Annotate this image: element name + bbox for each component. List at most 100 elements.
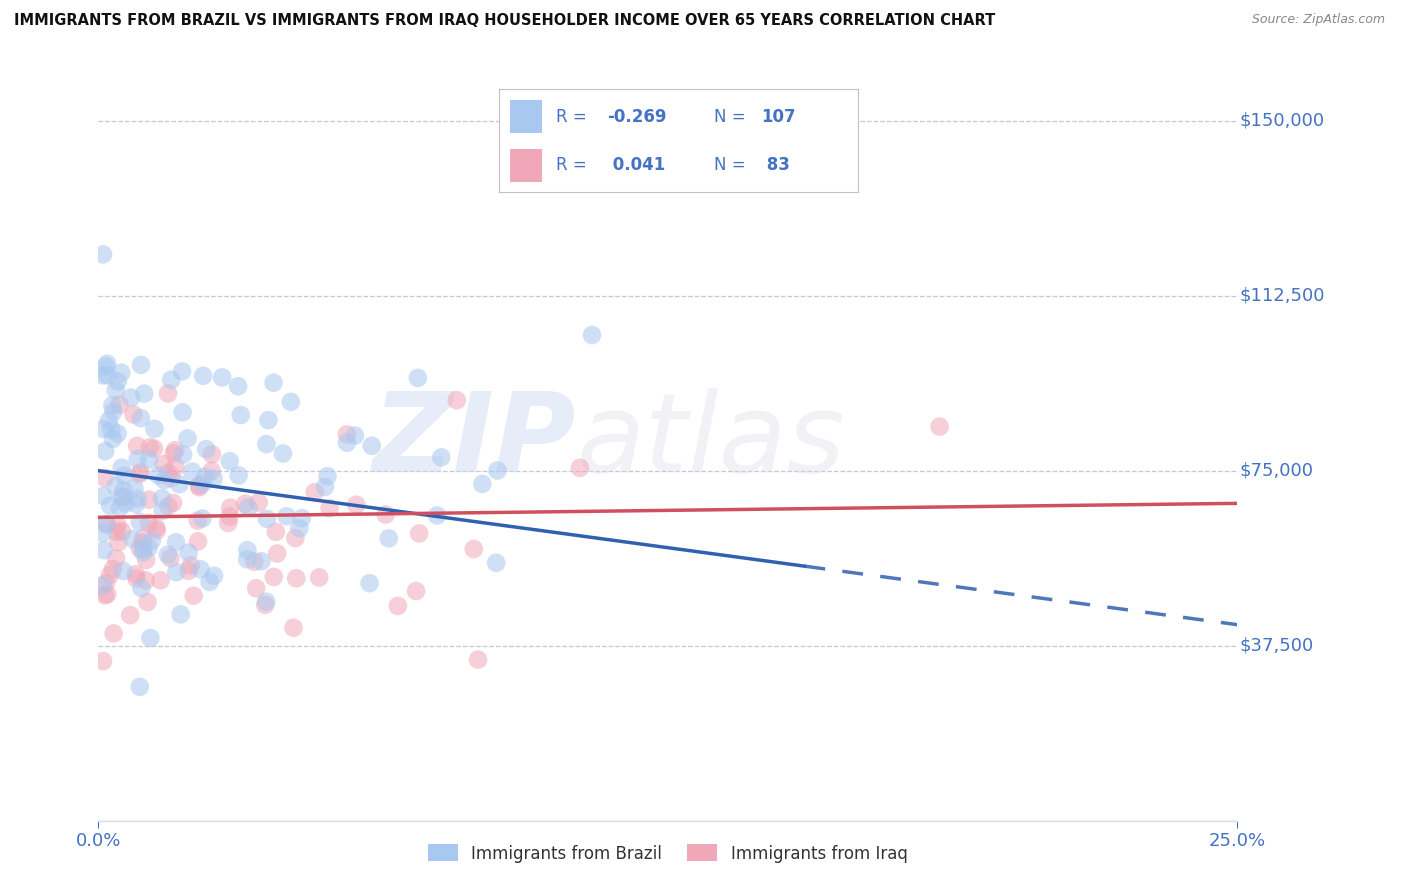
Point [217, 516, 239, 530]
Point [129, 466, 152, 480]
Point [344, 498, 367, 512]
Point [128, 515, 150, 529]
Point [149, 574, 172, 588]
Point [257, 413, 280, 427]
Point [430, 450, 453, 465]
Point [139, 631, 162, 645]
Point [360, 439, 382, 453]
Point [112, 483, 135, 498]
Point [165, 566, 187, 580]
Point [263, 570, 285, 584]
Point [153, 473, 176, 487]
Point [202, 568, 225, 582]
Point [343, 428, 366, 442]
Point [132, 531, 155, 545]
Point [156, 548, 179, 562]
Point [271, 446, 294, 460]
Point [98, 499, 121, 513]
Point [238, 500, 260, 515]
Point [152, 503, 174, 517]
Point [110, 490, 132, 504]
Point [110, 366, 132, 380]
Point [141, 533, 163, 548]
Point [254, 598, 277, 612]
Text: $112,500: $112,500 [1240, 286, 1324, 305]
Point [96, 587, 118, 601]
Point [125, 497, 148, 511]
Point [408, 526, 430, 541]
Point [283, 621, 305, 635]
Point [111, 460, 134, 475]
Point [125, 567, 148, 582]
Point [107, 518, 129, 533]
Point [108, 500, 131, 515]
Point [236, 552, 259, 566]
Point [104, 383, 127, 397]
Point [359, 576, 381, 591]
Point [284, 531, 307, 545]
Point [138, 516, 160, 530]
Point [316, 469, 339, 483]
Point [111, 524, 134, 539]
Point [138, 452, 160, 467]
Point [405, 584, 427, 599]
Point [107, 426, 129, 441]
Point [157, 499, 180, 513]
Point [485, 556, 508, 570]
Point [128, 467, 150, 481]
Text: R =: R = [557, 156, 592, 174]
Point [318, 501, 340, 516]
Point [191, 511, 214, 525]
Point [254, 437, 277, 451]
Point [245, 582, 267, 596]
Point [243, 555, 266, 569]
Point [135, 553, 157, 567]
Point [378, 532, 401, 546]
Point [336, 427, 359, 442]
Point [91, 525, 114, 540]
Point [93, 543, 115, 558]
Point [91, 654, 114, 668]
Point [105, 551, 128, 566]
Point [96, 517, 118, 532]
Point [162, 496, 184, 510]
Point [201, 464, 224, 478]
Point [160, 471, 183, 485]
Point [93, 422, 115, 436]
Point [129, 411, 152, 425]
Point [136, 595, 159, 609]
Point [280, 395, 302, 409]
Text: 0.041: 0.041 [607, 156, 665, 174]
Point [131, 581, 153, 595]
Point [177, 545, 200, 559]
Point [143, 442, 166, 456]
Point [169, 477, 191, 491]
Point [172, 405, 194, 419]
Point [188, 478, 211, 492]
Point [94, 444, 117, 458]
Point [91, 578, 114, 592]
Point [139, 440, 162, 454]
Point [157, 466, 180, 480]
Point [198, 574, 221, 589]
Point [150, 491, 173, 505]
Point [91, 368, 114, 383]
Point [107, 375, 129, 389]
Point [103, 405, 125, 419]
Point [250, 554, 273, 568]
Point [131, 535, 153, 549]
Point [308, 570, 330, 584]
Text: N =: N = [714, 156, 751, 174]
Point [190, 562, 212, 576]
Bar [510, 149, 543, 181]
Point [127, 451, 149, 466]
Point [228, 468, 250, 483]
Point [96, 368, 118, 383]
Point [143, 422, 166, 436]
Legend: Immigrants from Brazil, Immigrants from Iraq: Immigrants from Brazil, Immigrants from … [422, 838, 914, 869]
Point [91, 247, 114, 261]
Point [202, 472, 225, 486]
Point [256, 512, 278, 526]
Text: R =: R = [557, 108, 592, 126]
Point [195, 442, 218, 457]
